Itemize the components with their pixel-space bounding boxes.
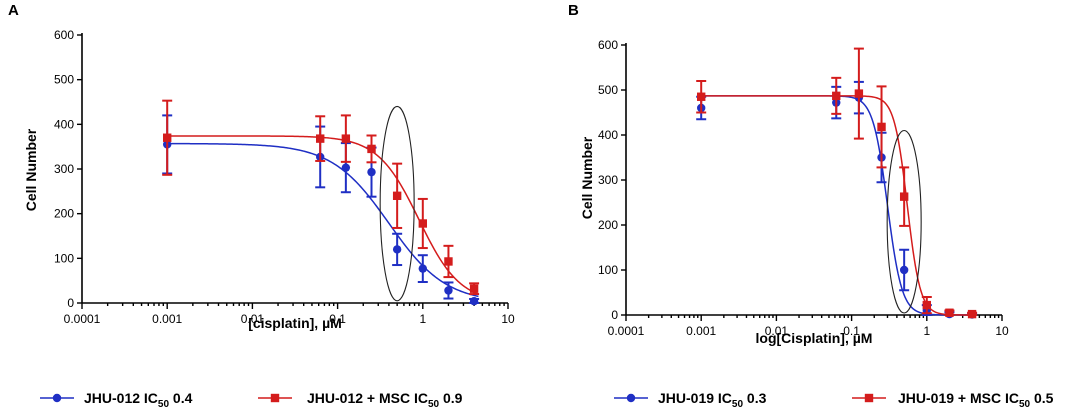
fit-curve — [701, 95, 976, 316]
x-axis-title: [cisplatin], µM — [248, 315, 342, 331]
data-point — [697, 92, 706, 101]
data-point — [832, 91, 841, 101]
data-point — [854, 89, 864, 98]
x-tick-label: 1 — [923, 324, 930, 338]
legend-marker — [864, 393, 874, 403]
data-point — [899, 265, 909, 275]
x-tick-label: 0.001 — [152, 312, 182, 326]
x-tick-label: 0.01 — [765, 324, 789, 338]
chart-panel-a: A 0 100 200 300 400 500 600 0.0001 0.001 0.01 0.1 1 1… — [8, 2, 515, 410]
y-axis-title: Cell Number — [579, 136, 595, 219]
x-tick-label: 0.1 — [843, 324, 860, 338]
x-tick-label: 10 — [501, 312, 515, 326]
series-control — [696, 80, 978, 319]
legend-entry: JHU-012 IC50 0.4 — [40, 390, 193, 410]
data-point — [341, 163, 351, 172]
y-tick-label: 200 — [598, 218, 618, 232]
y-tick-label: 600 — [54, 28, 74, 42]
x-tick-label: 0.1 — [329, 312, 346, 326]
data-point — [316, 134, 325, 143]
y-tick-label: 0 — [67, 296, 74, 310]
data-point — [367, 167, 376, 177]
highlight-ellipse — [886, 129, 922, 314]
data-point — [163, 133, 172, 142]
data-point — [922, 300, 931, 310]
x-tick-label: 0.0001 — [64, 312, 101, 326]
y-axis-title: Cell Number — [23, 128, 39, 211]
data-point — [469, 297, 479, 306]
legend-marker — [52, 393, 62, 403]
panel-label: B — [568, 2, 579, 19]
y-tick-label: 300 — [54, 162, 74, 176]
legend-label: JHU-019 + MSC IC50 0.5 — [898, 390, 1054, 410]
fit-curve — [701, 95, 976, 316]
data-point — [418, 264, 427, 273]
y-tick-label: 100 — [54, 251, 74, 265]
series-with-msc — [162, 99, 480, 296]
y-tick-label: 500 — [598, 83, 618, 97]
y-tick-label: 500 — [54, 73, 74, 87]
legend-label: JHU-012 IC50 0.4 — [84, 390, 193, 410]
data-point — [341, 134, 351, 143]
series-with-msc — [696, 47, 978, 319]
y-tick-label: 400 — [54, 117, 74, 131]
highlight-ellipse — [379, 105, 415, 302]
chart-panel-b: B 0 100 200 300 400 500 600 0.0001 0.001 0.01 0.1 1 1… — [568, 2, 1054, 410]
data-point — [444, 286, 453, 295]
x-tick-label: 1 — [419, 312, 426, 326]
data-point — [367, 144, 376, 154]
data-point — [418, 219, 427, 228]
y-tick-label: 200 — [54, 207, 74, 221]
data-point — [469, 284, 479, 293]
data-point — [877, 122, 886, 132]
legend-label: JHU-019 IC50 0.3 — [658, 390, 767, 410]
data-point — [392, 191, 402, 200]
panel-label: A — [8, 2, 19, 19]
legend-entry: JHU-019 + MSC IC50 0.5 — [852, 390, 1054, 410]
x-tick-label: 0.0001 — [608, 324, 645, 338]
x-axis-title: log[Cisplatin], µM — [756, 330, 873, 346]
legend-entry: JHU-019 IC50 0.3 — [614, 390, 767, 410]
y-tick-label: 300 — [598, 173, 618, 187]
legend-entry: JHU-012 + MSC IC50 0.9 — [258, 390, 463, 410]
legend-label: JHU-012 + MSC IC50 0.9 — [307, 390, 463, 410]
x-tick-label: 10 — [995, 324, 1009, 338]
fit-curve — [167, 142, 479, 298]
data-point — [899, 192, 909, 201]
y-tick-label: 400 — [598, 128, 618, 142]
y-tick-label: 600 — [598, 38, 618, 52]
y-tick-label: 100 — [598, 263, 618, 277]
data-point — [967, 309, 977, 319]
data-point — [392, 245, 402, 254]
x-tick-label: 0.01 — [241, 312, 265, 326]
legend-marker — [270, 393, 280, 403]
y-tick-label: 0 — [611, 308, 618, 322]
data-point — [444, 257, 453, 266]
legend-marker — [626, 393, 636, 403]
data-point — [945, 308, 954, 317]
x-tick-label: 0.001 — [686, 324, 716, 338]
